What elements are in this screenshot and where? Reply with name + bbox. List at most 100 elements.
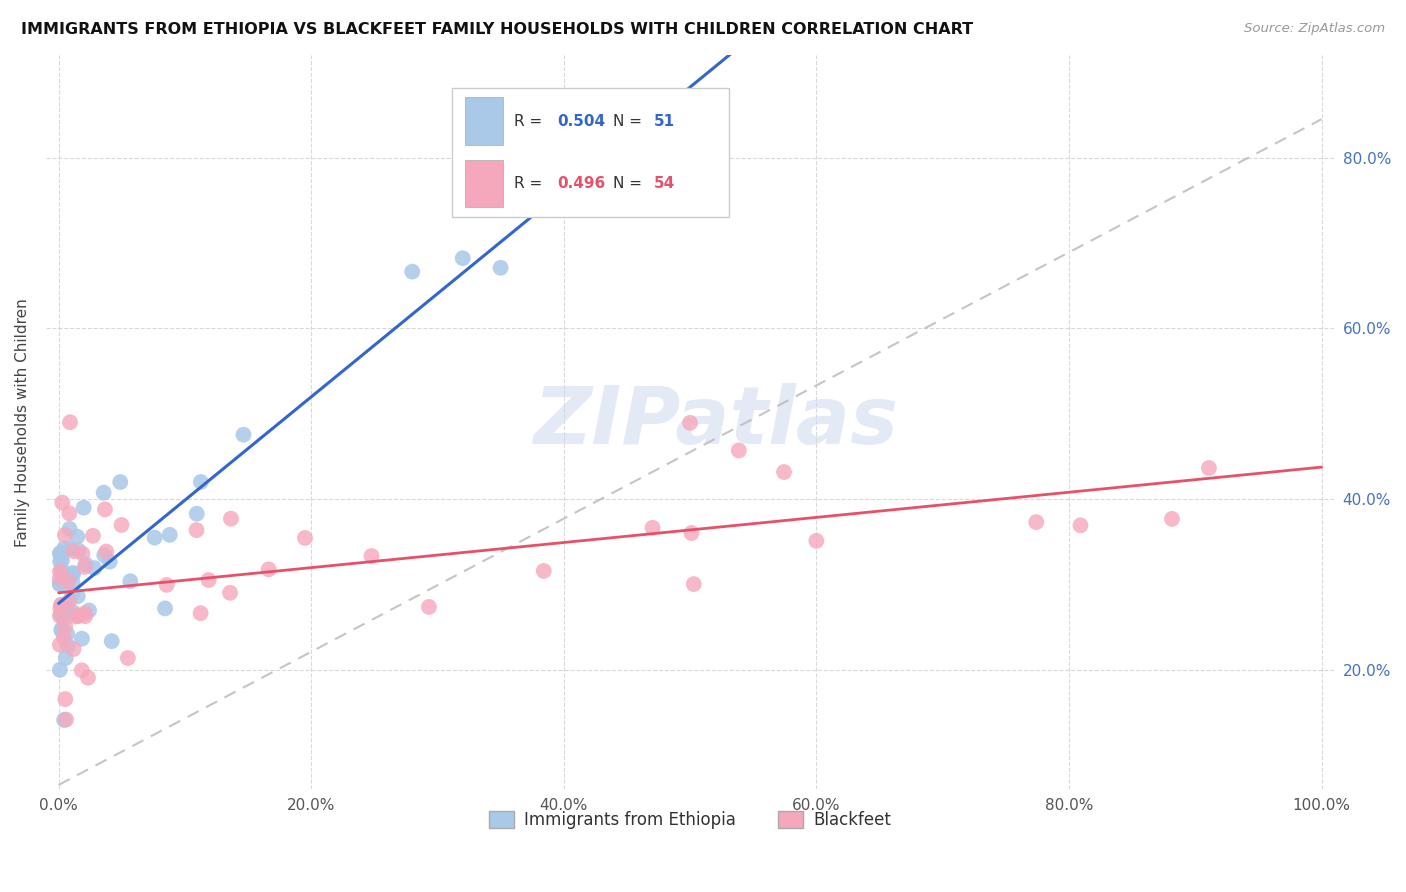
Point bbox=[62, 605, 84, 619]
Point bbox=[49, 601, 72, 615]
Point bbox=[66, 530, 89, 544]
Point bbox=[682, 577, 704, 591]
Point bbox=[53, 692, 76, 706]
Point bbox=[83, 561, 105, 575]
Point bbox=[51, 609, 73, 624]
Point bbox=[156, 578, 179, 592]
Point bbox=[51, 495, 73, 509]
Point bbox=[51, 553, 73, 567]
Point bbox=[58, 574, 80, 589]
Point bbox=[58, 595, 80, 609]
Point bbox=[49, 609, 72, 624]
Text: 54: 54 bbox=[654, 176, 675, 191]
Point bbox=[70, 632, 93, 646]
Point bbox=[77, 671, 100, 685]
Text: R =: R = bbox=[513, 113, 547, 128]
Point bbox=[56, 627, 79, 641]
Point bbox=[62, 544, 84, 558]
Point bbox=[93, 485, 115, 500]
Point bbox=[55, 598, 77, 612]
Point bbox=[773, 465, 796, 479]
Point bbox=[1025, 515, 1047, 529]
Point bbox=[53, 528, 76, 542]
Point bbox=[82, 529, 104, 543]
Point bbox=[51, 624, 73, 638]
Text: IMMIGRANTS FROM ETHIOPIA VS BLACKFEET FAMILY HOUSEHOLDS WITH CHILDREN CORRELATIO: IMMIGRANTS FROM ETHIOPIA VS BLACKFEET FA… bbox=[21, 22, 973, 37]
Point bbox=[49, 577, 72, 591]
Point bbox=[110, 475, 132, 489]
Point bbox=[65, 609, 87, 624]
Point bbox=[52, 613, 75, 627]
Point bbox=[94, 502, 117, 516]
Bar bbox=[464, 97, 503, 145]
Point bbox=[49, 546, 72, 560]
Point bbox=[53, 619, 76, 633]
Point bbox=[67, 609, 90, 624]
Point bbox=[55, 651, 77, 665]
Point bbox=[117, 651, 139, 665]
Point bbox=[58, 506, 80, 520]
Text: 0.504: 0.504 bbox=[557, 113, 606, 128]
Legend: Immigrants from Ethiopia, Blackfeet: Immigrants from Ethiopia, Blackfeet bbox=[482, 805, 897, 836]
Point bbox=[49, 638, 72, 652]
Point bbox=[66, 589, 89, 603]
Point bbox=[727, 443, 749, 458]
Text: R =: R = bbox=[513, 176, 547, 191]
Point bbox=[51, 623, 73, 637]
Point bbox=[190, 606, 212, 620]
Bar bbox=[464, 160, 503, 208]
Point bbox=[641, 521, 664, 535]
Point bbox=[67, 608, 90, 623]
Text: N =: N = bbox=[613, 176, 647, 191]
Point bbox=[219, 512, 242, 526]
Text: N =: N = bbox=[613, 113, 647, 128]
Point bbox=[153, 601, 176, 615]
Text: ZIPatlas: ZIPatlas bbox=[533, 384, 898, 461]
Text: Source: ZipAtlas.com: Source: ZipAtlas.com bbox=[1244, 22, 1385, 36]
Point bbox=[51, 607, 73, 621]
Point bbox=[98, 555, 121, 569]
Point bbox=[53, 541, 76, 556]
Point bbox=[96, 544, 118, 558]
Point bbox=[679, 416, 702, 430]
Point bbox=[59, 541, 82, 556]
Point bbox=[257, 562, 280, 576]
Text: 0.496: 0.496 bbox=[557, 176, 606, 191]
Point bbox=[197, 573, 219, 587]
Point bbox=[51, 598, 73, 612]
Point bbox=[77, 603, 100, 617]
Point bbox=[52, 605, 75, 619]
Point bbox=[60, 587, 83, 601]
Point bbox=[93, 548, 115, 562]
Point bbox=[120, 574, 142, 589]
Point bbox=[59, 415, 82, 429]
Point bbox=[489, 260, 512, 275]
Point bbox=[58, 522, 80, 536]
Point bbox=[1161, 512, 1184, 526]
FancyBboxPatch shape bbox=[451, 88, 728, 217]
Point bbox=[110, 518, 132, 533]
Point bbox=[73, 606, 96, 620]
Point bbox=[143, 531, 166, 545]
Point bbox=[49, 547, 72, 561]
Point bbox=[401, 265, 423, 279]
Point bbox=[1069, 518, 1091, 533]
Point bbox=[75, 558, 97, 572]
Point bbox=[232, 427, 254, 442]
Point bbox=[186, 507, 208, 521]
Point bbox=[49, 576, 72, 591]
Point bbox=[72, 547, 94, 561]
Point bbox=[1198, 461, 1220, 475]
Point bbox=[186, 523, 208, 537]
Point bbox=[70, 663, 93, 677]
Point bbox=[100, 634, 122, 648]
Point bbox=[806, 533, 828, 548]
Point bbox=[360, 549, 382, 563]
Point bbox=[533, 564, 555, 578]
Point bbox=[62, 642, 84, 657]
Point bbox=[72, 500, 94, 515]
Point bbox=[49, 565, 72, 579]
Point bbox=[56, 639, 79, 653]
Point bbox=[418, 599, 440, 614]
Y-axis label: Family Households with Children: Family Households with Children bbox=[15, 298, 30, 547]
